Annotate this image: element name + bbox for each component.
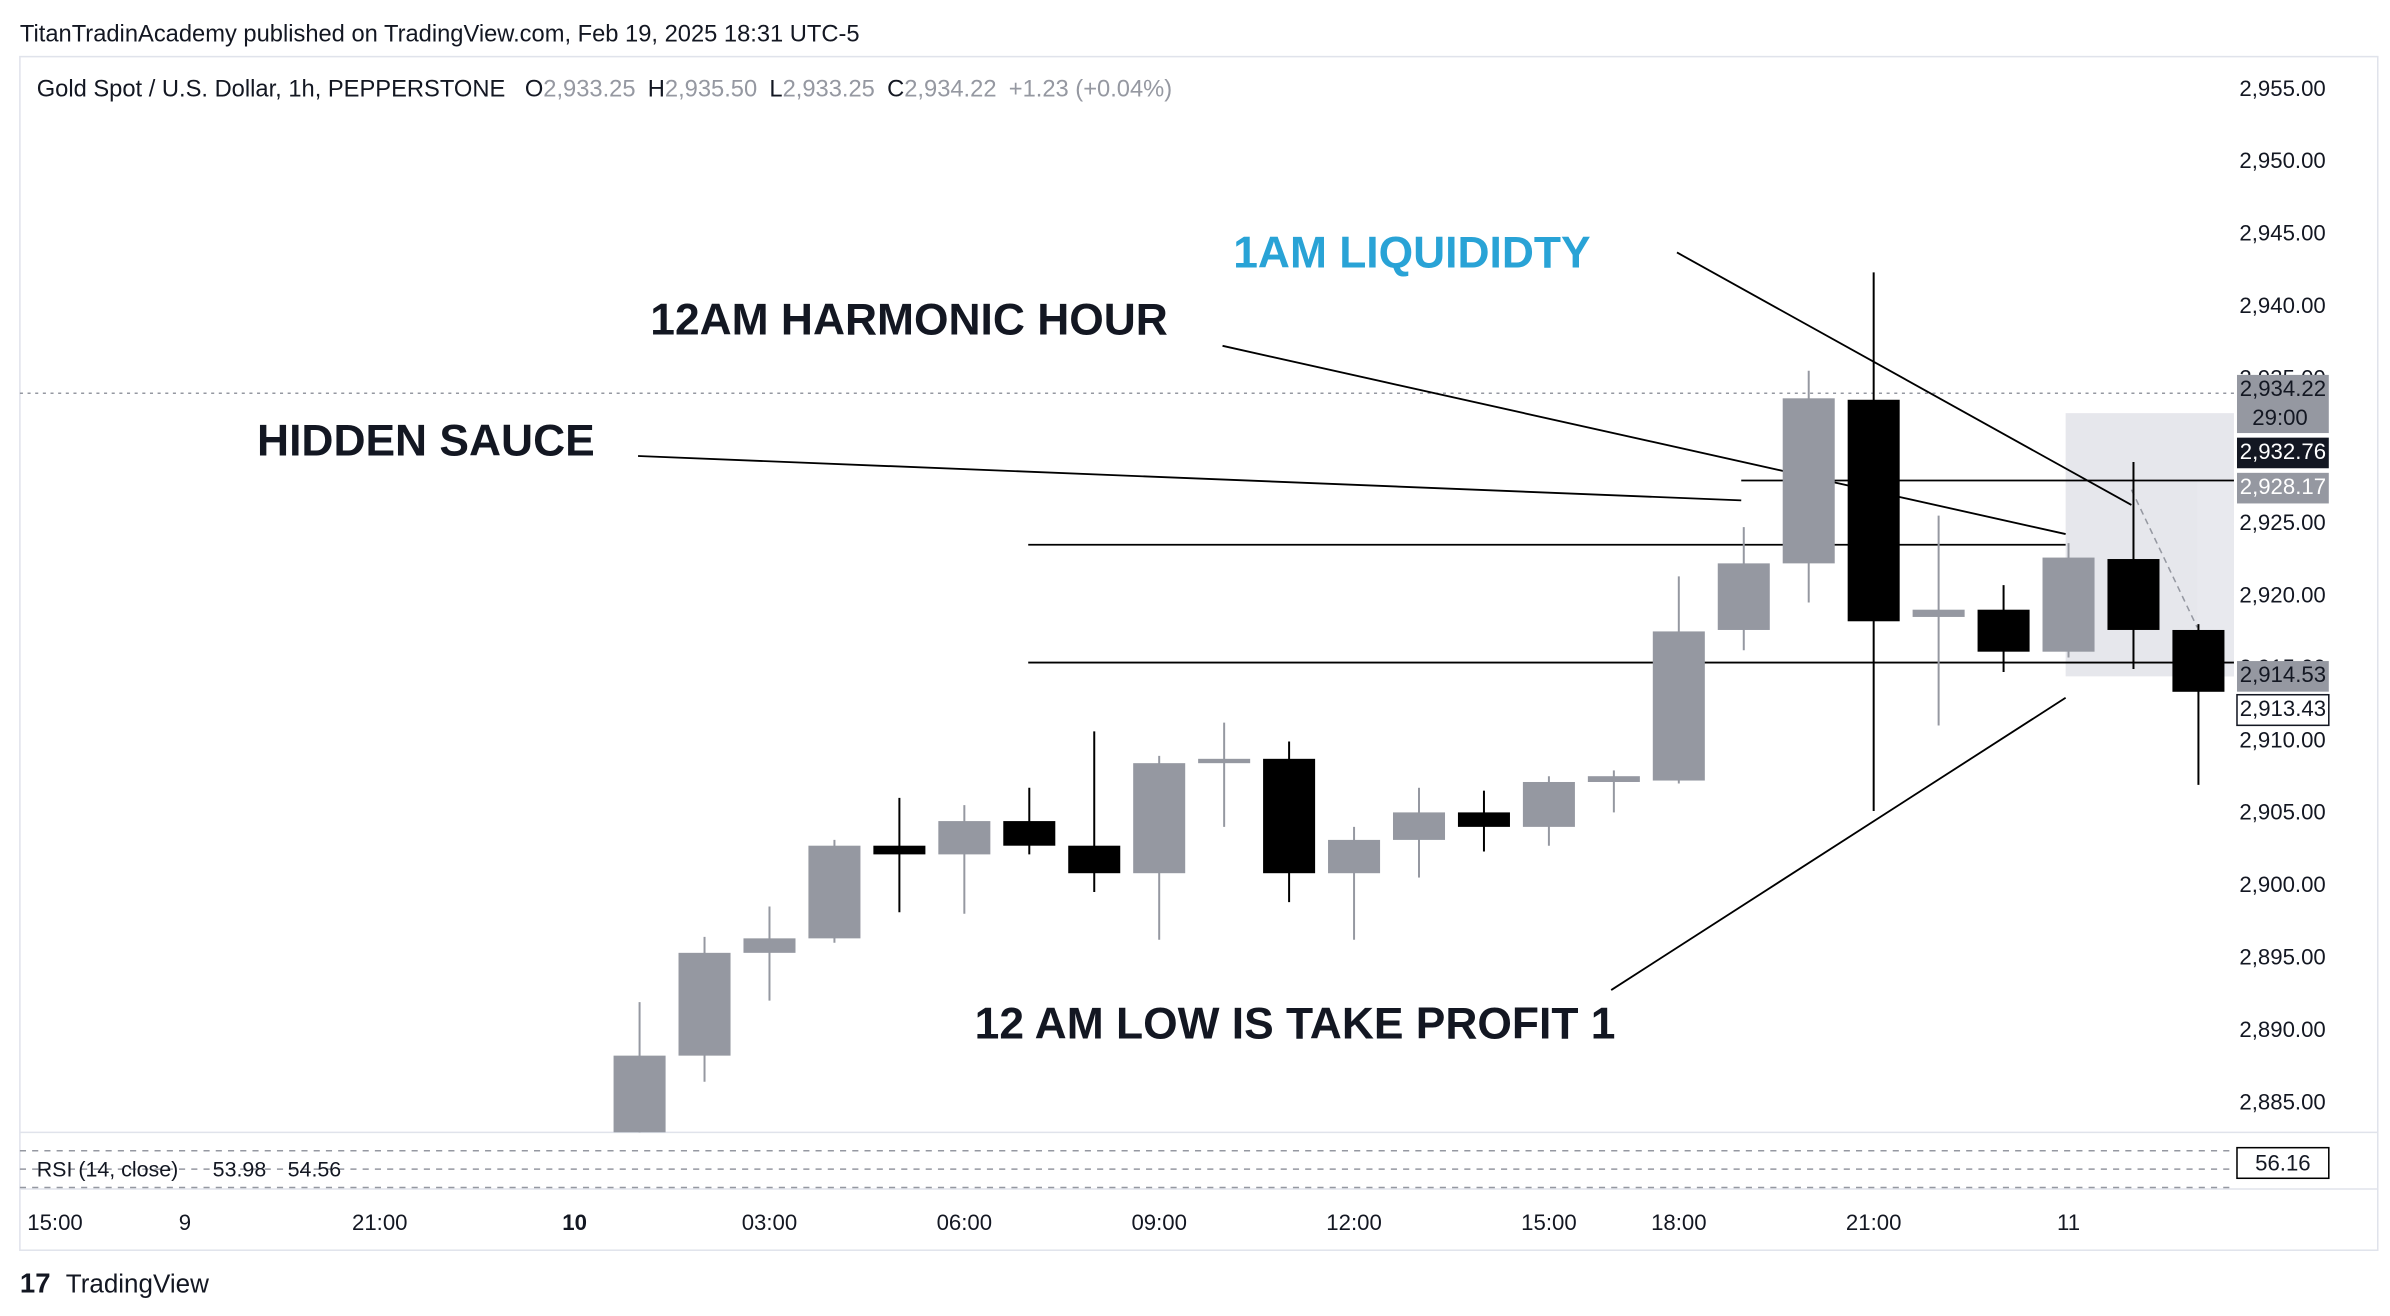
price-label-box: [2236, 437, 2329, 469]
frame: [19, 55, 2379, 1251]
x-tick-label: 15:00: [1521, 1210, 1576, 1235]
pointer-line: [1222, 344, 2066, 535]
brand: TradingView: [66, 1268, 209, 1298]
price-label-box: [2236, 374, 2329, 434]
annotation: 12AM HARMONIC HOUR: [650, 296, 1168, 345]
candle-body: [1133, 763, 1186, 874]
candles: [613, 272, 2225, 1133]
pointer-line: [1610, 697, 2067, 991]
countdown: 29:00: [2252, 405, 2307, 430]
candle-body: [743, 938, 796, 953]
x-tick-label: 15:00: [27, 1210, 82, 1235]
candle-body: [1977, 609, 2030, 652]
rsi-last: 56.16: [2255, 1150, 2310, 1175]
x-tick-label: 12:00: [1326, 1210, 1381, 1235]
price-label: 2,913.43: [2240, 696, 2326, 721]
y-tick-label: 2,955.00: [2239, 76, 2325, 101]
candle-body: [1912, 609, 1965, 617]
x-tick-label: 06:00: [937, 1210, 992, 1235]
price-label-box: [2236, 472, 2329, 504]
candle-body: [1847, 399, 1900, 622]
candle-body: [1587, 776, 1640, 782]
x-tick-label: 03:00: [742, 1210, 797, 1235]
y-tick-label: 2,945.00: [2239, 221, 2325, 246]
x-tick-label: 11: [2057, 1210, 2080, 1235]
candle-body: [1328, 839, 1381, 874]
y-tick-label: 2,920.00: [2239, 583, 2325, 608]
drawings: [638, 251, 2234, 991]
symbol-title: Gold Spot / U.S. Dollar, 1h, PEPPERSTONE: [37, 77, 506, 103]
rsi-label: RSI (14, close): [37, 1157, 179, 1181]
pointer-line: [1676, 251, 2132, 506]
x-tick-label: 10: [562, 1210, 587, 1235]
candle-body: [613, 1055, 666, 1133]
price-label-box: [2236, 661, 2329, 692]
legend-value: 2,933.25: [543, 77, 635, 103]
y-tick-label: 2,950.00: [2239, 148, 2325, 173]
y-tick-label: 2,890.00: [2239, 1017, 2325, 1042]
x-tick-label: 21:00: [352, 1210, 407, 1235]
x-tick-label: 18:00: [1651, 1210, 1706, 1235]
legend-key: C: [887, 77, 904, 103]
candle-body: [1457, 812, 1510, 827]
candle-body: [2172, 629, 2225, 692]
candle-body: [1717, 563, 1770, 630]
price-label: 2,932.76: [2240, 439, 2326, 464]
candle-body: [1068, 845, 1121, 874]
y-tick-label: 2,885.00: [2239, 1089, 2325, 1114]
candle-body: [808, 845, 861, 939]
publisher: TitanTradinAcademy published on TradingV…: [20, 21, 860, 47]
price-label: 2,928.17: [2240, 474, 2326, 499]
rsi-bands: [19, 1149, 2234, 1189]
annotation: HIDDEN SAUCE: [257, 416, 595, 465]
candle-body: [1522, 781, 1575, 827]
price-label: 2,914.53: [2240, 662, 2326, 687]
candle-body: [1198, 758, 1251, 764]
legend-value: 2,933.25: [783, 77, 875, 103]
legend-key: O: [525, 77, 543, 103]
candle-body: [1782, 398, 1835, 564]
projection-line: [2130, 489, 2198, 628]
price-label: 2,934.22: [2240, 376, 2326, 401]
pointer-line: [638, 455, 1742, 502]
rsi-value: 53.98: [213, 1157, 267, 1181]
candle-body: [2107, 559, 2160, 630]
x-tick-label: 21:00: [1846, 1210, 1901, 1235]
rsi-value: 54.56: [288, 1157, 342, 1181]
legend-value: 2,934.22: [904, 77, 996, 103]
price-label-box: [2236, 693, 2330, 727]
legend-key: H: [648, 77, 665, 103]
y-tick-label: 2,910.00: [2239, 727, 2325, 752]
annotation: 1AM LIQUIDIDTY: [1233, 228, 1590, 277]
y-tick-label: 2,925.00: [2239, 510, 2325, 535]
candle-body: [1003, 821, 1056, 846]
legend-value: 2,935.50: [665, 77, 757, 103]
candle-body: [873, 845, 926, 855]
candle-body: [1652, 631, 1705, 781]
rsi-last-box: [2236, 1146, 2330, 1180]
brand-logo: 17: [20, 1268, 51, 1299]
y-tick-label: 2,895.00: [2239, 944, 2325, 969]
candle-body: [938, 821, 991, 855]
x-tick-label: 9: [179, 1210, 191, 1235]
ohlc-legend: O2,933.25 H2,935.50 L2,933.25 C2,934.22 +1.2…: [525, 77, 1172, 103]
x-tick-label: 09:00: [1131, 1210, 1186, 1235]
candle-body: [678, 952, 731, 1056]
candle-body: [1392, 812, 1446, 840]
candle-body: [1263, 758, 1316, 874]
legend-key: L: [769, 77, 782, 103]
annotation: 12 AM LOW IS TAKE PROFIT 1: [975, 1000, 1616, 1049]
y-tick-label: 2,905.00: [2239, 800, 2325, 825]
y-tick-label: 2,900.00: [2239, 872, 2325, 897]
y-tick-label: 2,940.00: [2239, 293, 2325, 318]
legend-change: +1.23 (+0.04%): [1009, 77, 1172, 103]
candle-body: [2042, 557, 2095, 652]
